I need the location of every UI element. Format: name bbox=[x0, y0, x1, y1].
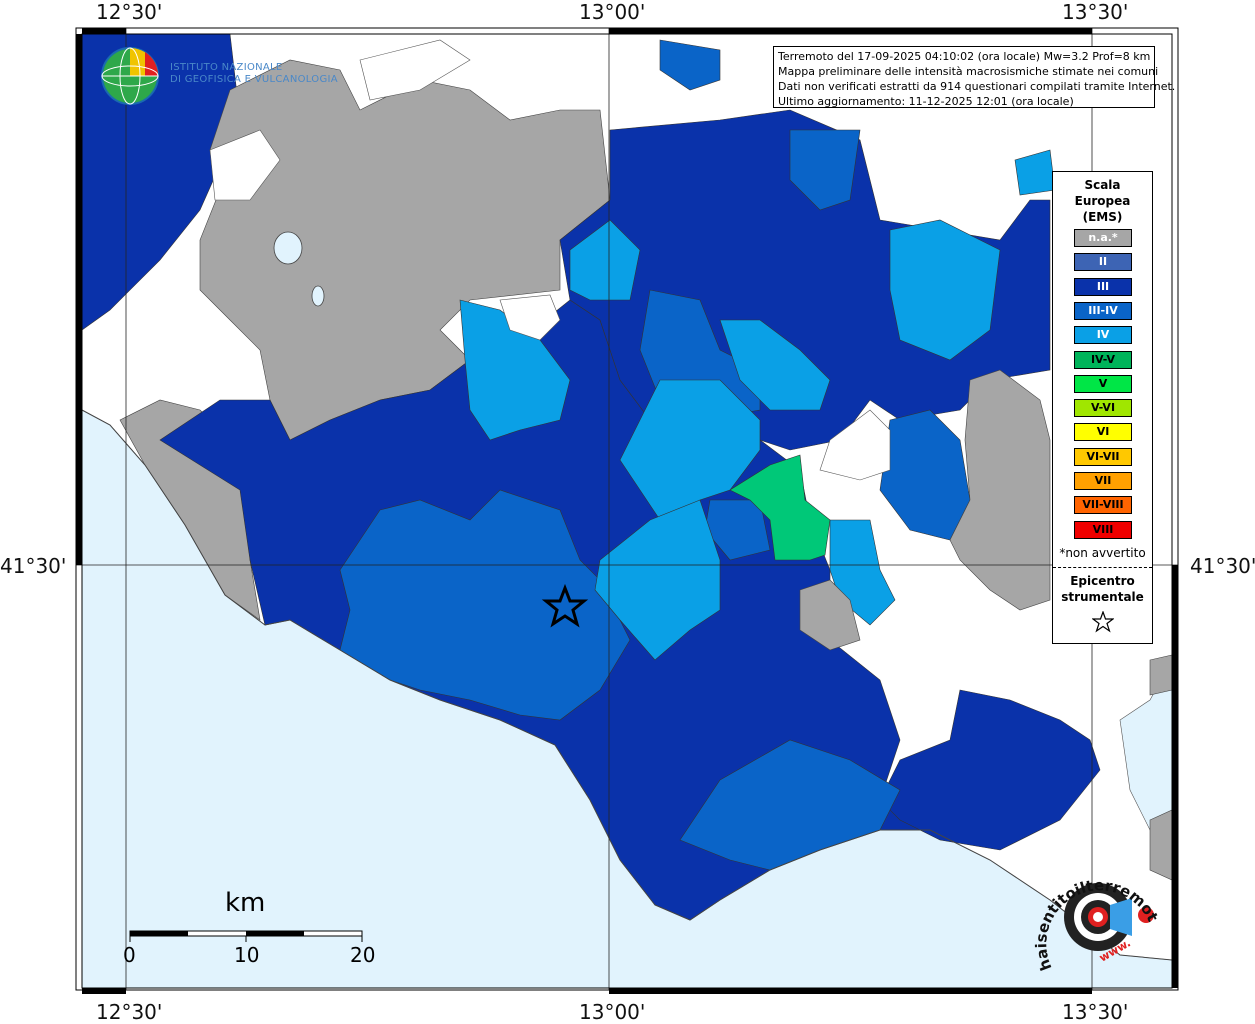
top-lon-label-2: 13°00' bbox=[579, 0, 646, 24]
institute-name: ISTITUTO NAZIONALE DI GEOFISICA E VULCAN… bbox=[170, 62, 338, 86]
scale-label-0: 0 bbox=[123, 943, 136, 967]
legend-star-icon bbox=[1092, 611, 1114, 633]
region-iv-mid[interactable] bbox=[719, 319, 831, 411]
region-na-north[interactable] bbox=[199, 59, 611, 441]
legend-item: n.a.* bbox=[1074, 229, 1132, 247]
region-iv-v[interactable] bbox=[729, 454, 831, 561]
legend-title-line-1: Scala bbox=[1084, 178, 1121, 192]
legend-item: IV bbox=[1074, 326, 1132, 345]
frame-ticks bbox=[76, 28, 1178, 994]
intensity-legend: Scala Europea (EMS) n.a.* II III III-IV IV IV… bbox=[1052, 171, 1153, 644]
region-white-lake-top bbox=[209, 129, 281, 201]
legend-epicenter-label: Epicentro strumentale bbox=[1053, 573, 1152, 605]
region-white-east bbox=[819, 409, 891, 481]
legend-epicenter-line-1: Epicentro bbox=[1070, 574, 1135, 588]
legend-separator bbox=[1053, 567, 1152, 568]
svg-text:haisentitoilterremoto.it: haisentitoilterremoto.it bbox=[1030, 850, 1162, 973]
bottom-lon-label-2: 13°00' bbox=[579, 1000, 646, 1024]
region-iv-northeast[interactable] bbox=[889, 219, 1001, 361]
watermark-url: haisentitoilterremoto.it bbox=[1030, 850, 1162, 973]
legend-item: VII-VIII bbox=[1074, 496, 1132, 515]
legend-epicenter-line-2: strumentale bbox=[1061, 590, 1144, 604]
legend-item: VIII bbox=[1074, 520, 1132, 539]
bottom-lon-label-1: 12°30' bbox=[96, 1000, 163, 1024]
institute-line-1: ISTITUTO NAZIONALE bbox=[170, 62, 283, 73]
institute-line-2: DI GEOFISICA E VULCANOLOGIA bbox=[170, 74, 338, 85]
region-iii-iv-top[interactable] bbox=[659, 39, 721, 91]
info-line-3: Dati non verificati estratti da 914 ques… bbox=[778, 80, 1176, 93]
legend-item: VI bbox=[1074, 423, 1132, 442]
scale-label-20: 20 bbox=[350, 943, 376, 967]
region-iii-southeast[interactable] bbox=[879, 689, 1101, 851]
legend-title-line-2: Europea bbox=[1074, 194, 1131, 208]
region-iv-north[interactable] bbox=[569, 219, 641, 301]
legend-item: VI-VII bbox=[1074, 447, 1132, 466]
epicenter-star[interactable] bbox=[541, 583, 589, 628]
top-lon-label-3: 13°30' bbox=[1062, 0, 1129, 24]
scale-label-10: 10 bbox=[234, 943, 260, 967]
legend-note: *non avvertito bbox=[1059, 546, 1146, 560]
scale-unit-label: km bbox=[225, 888, 266, 918]
region-iv-south[interactable] bbox=[594, 499, 721, 661]
coastline bbox=[81, 409, 1173, 961]
legend-item: III bbox=[1074, 277, 1132, 296]
info-line-4: Ultimo aggiornamento: 11-12-2025 12:01 (… bbox=[778, 95, 1074, 108]
right-lat-label: 41°30' bbox=[1190, 554, 1255, 578]
left-lat-label: 41°30' bbox=[0, 554, 67, 578]
bottom-lon-label-3: 13°30' bbox=[1062, 1000, 1129, 1024]
legend-item: V bbox=[1074, 374, 1132, 393]
info-line-2: Mappa preliminare delle intensità macros… bbox=[778, 65, 1159, 78]
event-info-box: Terremoto del 17-09-2025 04:10:02 (ora l… bbox=[773, 46, 1176, 108]
top-lon-label-1: 12°30' bbox=[96, 0, 163, 24]
legend-title: Scala Europea (EMS) bbox=[1053, 177, 1152, 225]
region-na-east[interactable] bbox=[949, 369, 1051, 611]
legend-item: II bbox=[1074, 253, 1132, 272]
legend-item: III-IV bbox=[1074, 301, 1132, 320]
region-na-south[interactable] bbox=[799, 579, 861, 651]
region-iii-iv-north[interactable] bbox=[789, 129, 861, 211]
legend-item: V-VI bbox=[1074, 399, 1132, 418]
watermark-logo-icon bbox=[1064, 883, 1154, 951]
watermark-www: www. bbox=[1097, 936, 1133, 964]
region-na-far-east[interactable] bbox=[1149, 654, 1173, 696]
watermark-text: haisentitoilterremoto.it www. bbox=[1030, 850, 1162, 973]
info-line-1: Terremoto del 17-09-2025 04:10:02 (ora l… bbox=[778, 50, 1151, 63]
legend-title-line-3: (EMS) bbox=[1082, 210, 1123, 224]
legend-item: IV-V bbox=[1074, 350, 1132, 369]
legend-item: VII bbox=[1074, 472, 1132, 490]
region-white-north bbox=[359, 39, 471, 101]
region-white-mid bbox=[499, 294, 561, 341]
lake-nemi bbox=[311, 285, 325, 307]
region-iii-west[interactable] bbox=[81, 33, 241, 331]
ingv-logo-icon bbox=[101, 47, 159, 105]
lake-albano bbox=[273, 231, 303, 265]
scale-bar bbox=[129, 930, 363, 942]
